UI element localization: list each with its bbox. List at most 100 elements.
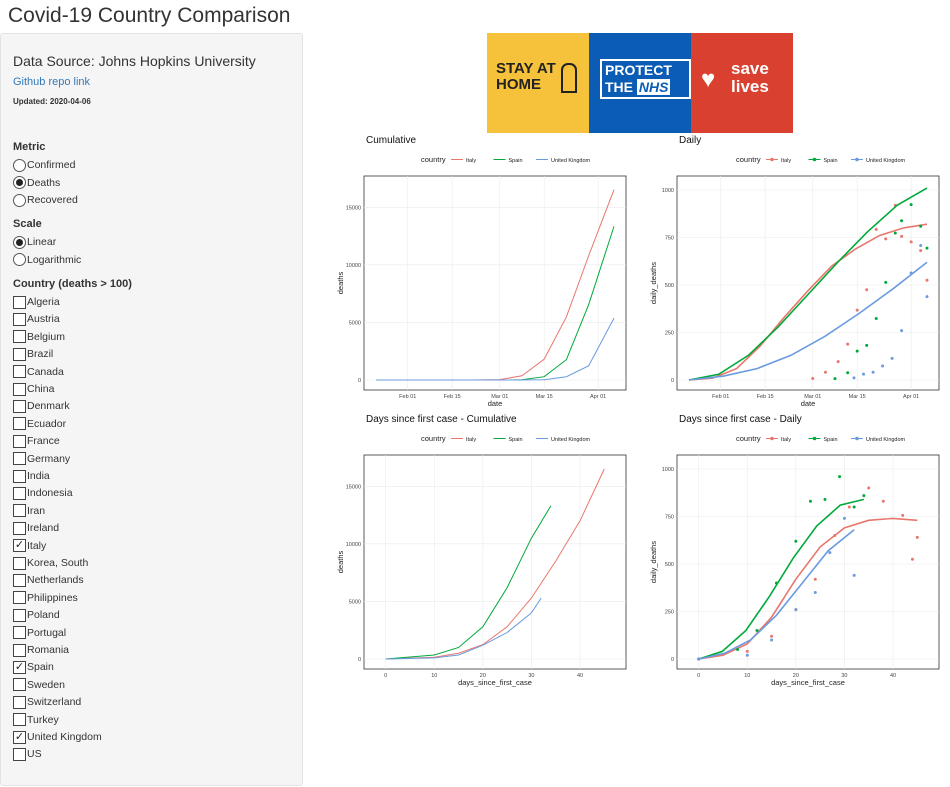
- data-point: [855, 349, 859, 353]
- checkbox[interactable]: [13, 678, 26, 692]
- country-label: Country (deaths > 100): [13, 278, 132, 290]
- country-option-italy[interactable]: ✓ Italy: [13, 538, 46, 554]
- country-option-belgium[interactable]: Belgium: [13, 329, 65, 345]
- trend-line: [698, 498, 865, 660]
- x-tick-label: 20: [480, 673, 486, 679]
- country-option-brazil[interactable]: Brazil: [13, 346, 53, 362]
- country-option-korea-south[interactable]: Korea, South: [13, 555, 88, 571]
- checkbox[interactable]: [13, 504, 26, 518]
- radio-button[interactable]: [13, 158, 26, 172]
- checkbox[interactable]: [13, 486, 26, 500]
- checkbox[interactable]: [13, 399, 26, 413]
- legend-label: Italy: [781, 437, 791, 443]
- country-option-ireland[interactable]: Ireland: [13, 520, 59, 536]
- country-option-label: Italy: [27, 539, 47, 552]
- checkbox[interactable]: [13, 521, 26, 535]
- data-point: [823, 497, 827, 501]
- country-option-france[interactable]: France: [13, 433, 60, 449]
- radio-button[interactable]: [13, 253, 26, 266]
- country-option-canada[interactable]: Canada: [13, 364, 64, 380]
- checkbox[interactable]: [13, 382, 26, 396]
- checkbox[interactable]: [13, 347, 26, 361]
- country-option-austria[interactable]: Austria: [13, 311, 60, 327]
- checkbox[interactable]: [13, 747, 26, 761]
- checkbox[interactable]: [13, 417, 26, 431]
- checkbox[interactable]: ✓: [13, 730, 26, 744]
- checkbox[interactable]: [13, 626, 26, 640]
- country-option-spain[interactable]: ✓ Spain: [13, 659, 54, 675]
- data-point: [925, 246, 929, 250]
- country-option-indonesia[interactable]: Indonesia: [13, 485, 73, 501]
- metric-option-confirmed[interactable]: Confirmed: [13, 157, 75, 173]
- data-point: [900, 219, 904, 223]
- country-option-us[interactable]: US: [13, 746, 42, 762]
- checkbox[interactable]: ✓: [13, 660, 26, 674]
- y-tick-label: 0: [671, 657, 674, 663]
- country-option-united-kingdom[interactable]: ✓ United Kingdom: [13, 729, 102, 745]
- y-tick-label: 15000: [346, 484, 361, 490]
- country-option-label: India: [27, 470, 50, 482]
- country-option-poland[interactable]: Poland: [13, 607, 60, 623]
- checkbox[interactable]: [13, 295, 26, 309]
- metric-option-recovered[interactable]: Recovered: [13, 192, 78, 208]
- country-option-ecuador[interactable]: Ecuador: [13, 416, 66, 432]
- checkbox[interactable]: [13, 469, 26, 483]
- checkbox[interactable]: [13, 434, 26, 448]
- country-option-germany[interactable]: Germany: [13, 451, 70, 467]
- country-option-sweden[interactable]: Sweden: [13, 677, 65, 693]
- country-option-label: Austria: [27, 313, 60, 326]
- country-option-algeria[interactable]: Algeria: [13, 294, 60, 310]
- legend: country Italy Spain United Kingdom: [421, 155, 591, 164]
- country-option-romania[interactable]: Romania: [13, 642, 69, 658]
- checkbox[interactable]: [13, 365, 26, 379]
- country-option-label: Switzerland: [27, 696, 82, 709]
- data-point: [828, 551, 832, 555]
- country-option-denmark[interactable]: Denmark: [13, 398, 70, 414]
- country-option-china[interactable]: China: [13, 381, 54, 397]
- scale-option-linear[interactable]: Linear: [13, 234, 56, 250]
- checkbox[interactable]: ✓: [13, 539, 26, 553]
- country-option-netherlands[interactable]: Netherlands: [13, 572, 84, 588]
- country-option-portugal[interactable]: Portugal: [13, 625, 66, 641]
- radio-button[interactable]: [13, 235, 26, 249]
- radio-button[interactable]: [13, 193, 26, 207]
- data-point: [697, 657, 701, 661]
- country-option-turkey[interactable]: Turkey: [13, 712, 59, 728]
- data-point: [909, 271, 913, 275]
- checkbox[interactable]: [13, 591, 26, 605]
- country-option-philippines[interactable]: Philippines: [13, 590, 78, 606]
- checkbox[interactable]: [13, 573, 26, 587]
- data-point: [874, 316, 878, 320]
- legend-key-point: [770, 436, 774, 441]
- radio-button[interactable]: [13, 176, 26, 189]
- checkbox[interactable]: [13, 608, 26, 622]
- trend-line: [688, 187, 928, 381]
- plot-svg: country Italy Spain United Kingdom 0 5000 1000…: [336, 155, 627, 408]
- checkbox[interactable]: [13, 452, 26, 466]
- country-option-iran[interactable]: Iran: [13, 503, 45, 519]
- stay-at-home-panel: STAY AT HOME: [487, 33, 589, 133]
- checkbox[interactable]: [13, 556, 26, 570]
- checkbox[interactable]: [13, 330, 26, 344]
- country-option-label: Netherlands: [27, 574, 84, 587]
- checkbox[interactable]: [13, 312, 26, 326]
- metric-option-deaths[interactable]: Deaths: [13, 175, 60, 191]
- legend-title: country: [421, 155, 446, 164]
- trend-line: [698, 517, 918, 660]
- legend-label: Italy: [466, 158, 476, 164]
- checkbox[interactable]: [13, 695, 26, 709]
- checkbox[interactable]: [13, 713, 26, 727]
- data-point: [745, 649, 749, 653]
- data-point: [823, 370, 827, 374]
- data-point: [910, 557, 914, 561]
- country-option-switzerland[interactable]: Switzerland: [13, 694, 81, 710]
- nhs-banner: STAY AT HOME PROTECT THE NHS ♥ save live…: [487, 33, 793, 133]
- data-point: [900, 234, 904, 238]
- country-option-india[interactable]: India: [13, 468, 50, 484]
- github-link[interactable]: Github repo link: [13, 76, 91, 88]
- data-point: [808, 499, 812, 503]
- checkbox[interactable]: [13, 643, 26, 657]
- scale-option-logarithmic[interactable]: Logarithmic: [13, 252, 81, 268]
- plot-title: Daily: [679, 135, 702, 146]
- metric-option-label: Confirmed: [27, 159, 76, 171]
